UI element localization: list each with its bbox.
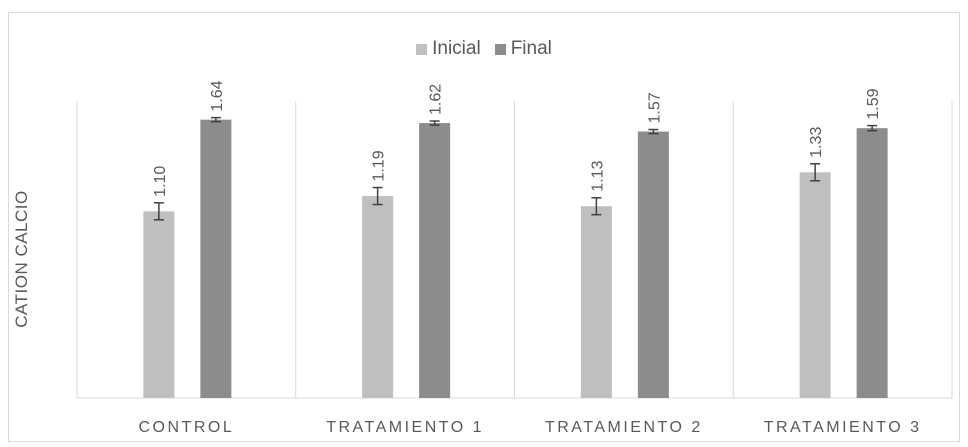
x-tick-label: TRATAMIENTO 1	[326, 419, 484, 436]
data-label: 1.33	[808, 127, 825, 158]
legend-swatch-final	[494, 43, 506, 55]
data-label: 1.19	[371, 150, 388, 181]
data-label: 1.59	[865, 88, 882, 119]
data-label: 1.64	[209, 80, 226, 111]
x-tick-label: CONTROL	[139, 419, 235, 436]
legend-swatch-inicial	[416, 43, 428, 55]
legend-item-inicial: Inicial	[416, 38, 481, 60]
bar-inicial	[580, 206, 612, 398]
bar-final	[419, 123, 451, 398]
legend: Inicial Final	[0, 38, 968, 60]
bar-inicial	[143, 211, 175, 398]
bar-final	[637, 131, 669, 398]
bar-inicial	[799, 172, 831, 398]
legend-item-final: Final	[494, 38, 552, 60]
legend-label-inicial: Inicial	[432, 38, 481, 59]
bar-final	[200, 119, 232, 398]
bar-inicial	[362, 196, 394, 398]
data-label: 1.13	[589, 160, 606, 191]
bar-final	[856, 128, 888, 398]
data-label: 1.57	[646, 92, 663, 123]
x-tick-label: TRATAMIENTO 2	[545, 419, 703, 436]
data-label: 1.10	[152, 166, 169, 197]
legend-label-final: Final	[510, 38, 552, 59]
x-tick-label: TRATAMIENTO 3	[764, 419, 922, 436]
data-label: 1.62	[428, 84, 445, 115]
